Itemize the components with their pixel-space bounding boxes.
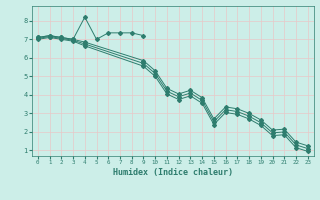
X-axis label: Humidex (Indice chaleur): Humidex (Indice chaleur) [113, 168, 233, 177]
